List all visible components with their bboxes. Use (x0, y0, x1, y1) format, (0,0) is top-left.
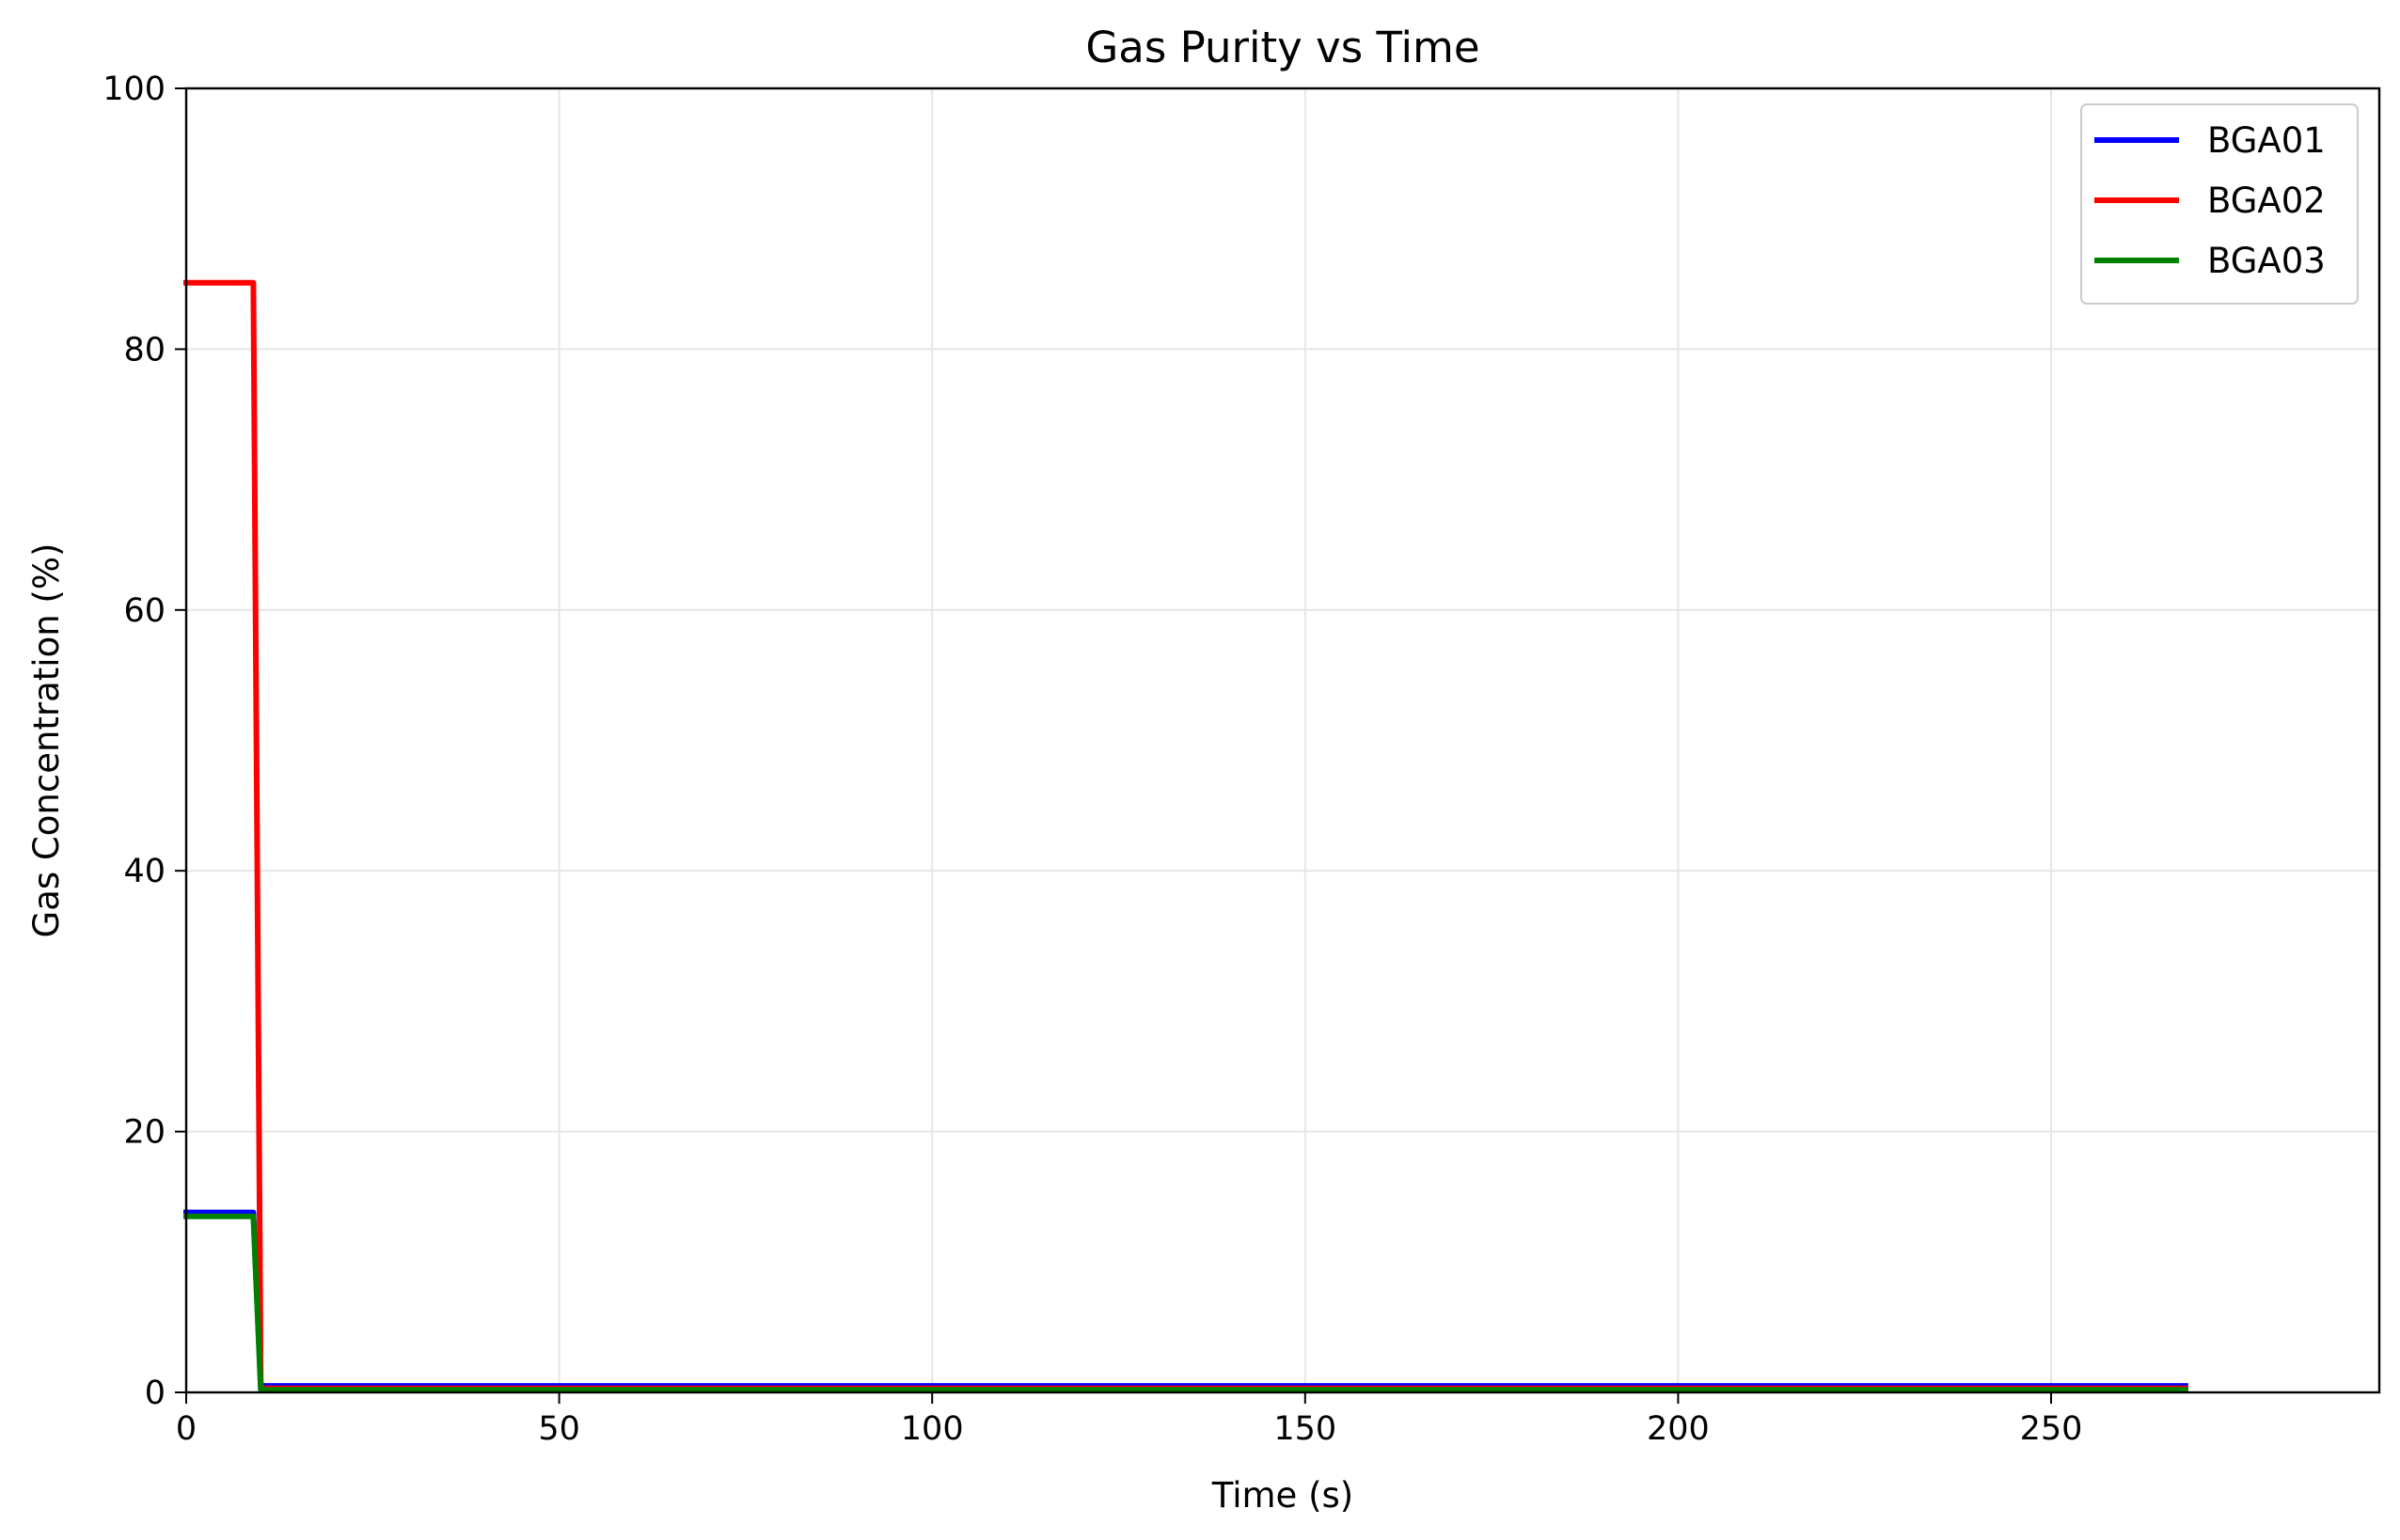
chart-title: Gas Purity vs Time (1085, 23, 1479, 72)
y-tick-label: 80 (123, 331, 166, 369)
legend-label-bga02: BGA02 (2207, 181, 2326, 221)
legend-box (2080, 103, 2359, 305)
axis-ticks: 0 50 100 150 200 250 0 20 40 60 80 100 (103, 71, 2082, 1448)
y-tick-label: 100 (103, 71, 166, 108)
legend: BGA01 BGA02 BGA03 (2080, 103, 2359, 305)
plot-frame (184, 86, 2381, 1394)
x-tick-label: 150 (1273, 1410, 1336, 1448)
series-lines (183, 279, 2188, 1393)
legend-entries: BGA01 BGA02 BGA03 (2094, 120, 2326, 281)
legend-label-bga01: BGA01 (2207, 120, 2326, 161)
y-tick-label: 20 (123, 1114, 166, 1152)
y-tick-label: 60 (123, 592, 166, 630)
x-axis-label: Time (s) (1211, 1475, 1353, 1516)
y-axis-label: Gas Concentration (%) (26, 543, 67, 938)
x-tick-label: 250 (2020, 1410, 2083, 1448)
x-tick-label: 50 (538, 1410, 580, 1448)
x-tick-label: 0 (176, 1410, 197, 1448)
x-tick-label: 100 (901, 1410, 964, 1448)
x-tick-label: 200 (1647, 1410, 1710, 1448)
y-tick-label: 0 (145, 1375, 166, 1412)
legend-label-bga03: BGA03 (2207, 241, 2326, 281)
series-line-bga03 (183, 1213, 2188, 1393)
y-tick-label: 40 (123, 853, 166, 890)
